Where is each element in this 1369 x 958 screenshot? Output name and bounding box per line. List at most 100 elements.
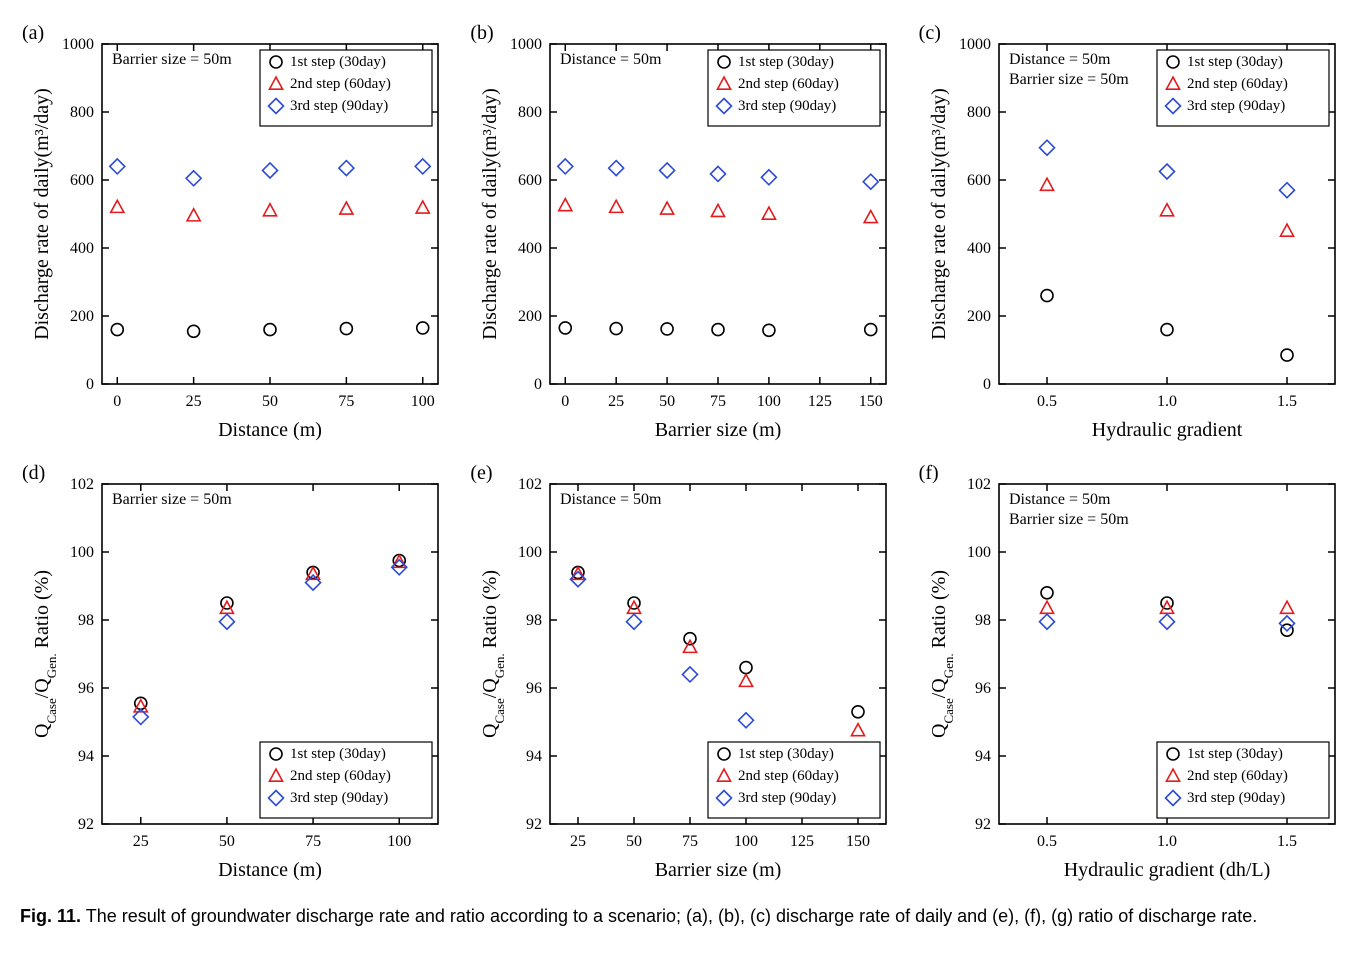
svg-text:3rd step (90day): 3rd step (90day) (738, 790, 836, 806)
svg-text:400: 400 (967, 240, 991, 257)
svg-text:150: 150 (846, 833, 870, 850)
svg-text:1.0: 1.0 (1157, 833, 1177, 850)
svg-text:0.5: 0.5 (1037, 393, 1057, 410)
svg-text:Distance = 50m: Distance = 50m (1009, 51, 1111, 68)
svg-text:125: 125 (808, 393, 832, 410)
svg-text:50: 50 (659, 393, 675, 410)
svg-text:Hydraulic gradient (dh/L): Hydraulic gradient (dh/L) (1063, 859, 1270, 881)
svg-text:Barrier size = 50m: Barrier size = 50m (1009, 71, 1129, 88)
panel-label-f: (f) (919, 462, 939, 485)
svg-text:200: 200 (518, 308, 542, 325)
svg-text:Discharge rate of daily(m³/day: Discharge rate of daily(m³/day) (479, 88, 501, 340)
svg-text:1st step (30day): 1st step (30day) (738, 54, 834, 70)
svg-text:QCase/QGen. Ratio (%): QCase/QGen. Ratio (%) (928, 570, 956, 738)
chart-d: 92949698100102255075100Distance (m)QCase… (20, 460, 450, 890)
svg-text:98: 98 (975, 612, 991, 629)
svg-text:1000: 1000 (510, 36, 542, 53)
svg-text:1000: 1000 (62, 36, 94, 53)
svg-text:200: 200 (967, 308, 991, 325)
svg-text:25: 25 (570, 833, 586, 850)
panel-b: (b) 020040060080010000255075100125150Bar… (468, 20, 900, 450)
panel-e: (e) 92949698100102255075100125150Barrier… (468, 460, 900, 890)
svg-text:1.5: 1.5 (1277, 833, 1297, 850)
svg-text:50: 50 (219, 833, 235, 850)
svg-text:600: 600 (518, 172, 542, 189)
svg-text:1.5: 1.5 (1277, 393, 1297, 410)
svg-text:94: 94 (526, 748, 542, 765)
svg-text:100: 100 (70, 544, 94, 561)
svg-text:QCase/QGen. Ratio (%): QCase/QGen. Ratio (%) (479, 570, 507, 738)
panel-a: (a) 020040060080010000255075100Distance … (20, 20, 452, 450)
svg-text:1st step (30day): 1st step (30day) (1187, 746, 1283, 762)
svg-text:2nd step (60day): 2nd step (60day) (290, 768, 391, 784)
figure-label: Fig. 11. (20, 906, 81, 926)
svg-text:Distance = 50m: Distance = 50m (560, 491, 662, 508)
svg-text:98: 98 (526, 612, 542, 629)
chart-a: 020040060080010000255075100Distance (m)D… (20, 20, 450, 450)
svg-text:96: 96 (78, 680, 94, 697)
svg-text:3rd step (90day): 3rd step (90day) (290, 98, 388, 114)
svg-text:1000: 1000 (959, 36, 991, 53)
panel-label-b: (b) (470, 22, 493, 45)
svg-text:Barrier size = 50m: Barrier size = 50m (1009, 511, 1129, 528)
svg-text:94: 94 (975, 748, 991, 765)
svg-text:102: 102 (967, 476, 991, 493)
svg-text:75: 75 (682, 833, 698, 850)
svg-text:400: 400 (518, 240, 542, 257)
svg-text:50: 50 (262, 393, 278, 410)
svg-text:800: 800 (967, 104, 991, 121)
svg-text:600: 600 (70, 172, 94, 189)
svg-text:2nd step (60day): 2nd step (60day) (738, 76, 839, 92)
svg-text:1st step (30day): 1st step (30day) (738, 746, 834, 762)
caption-text: The result of groundwater discharge rate… (86, 906, 1258, 926)
svg-text:75: 75 (338, 393, 354, 410)
panel-label-e: (e) (470, 462, 492, 485)
chart-f: 92 94 96 98 100 102 0.5 1.0 1.5 Hydraulic gradien… (917, 460, 1347, 890)
svg-text:98: 98 (78, 612, 94, 629)
panel-d: (d) 92949698100102255075100Distance (m)Q… (20, 460, 452, 890)
svg-text:Barrier size = 50m: Barrier size = 50m (112, 491, 232, 508)
svg-text:2nd step (60day): 2nd step (60day) (738, 768, 839, 784)
svg-text:3rd step (90day): 3rd step (90day) (290, 790, 388, 806)
svg-text:75: 75 (710, 393, 726, 410)
svg-text:100: 100 (967, 544, 991, 561)
svg-text:3rd step (90day): 3rd step (90day) (738, 98, 836, 114)
svg-text:25: 25 (609, 393, 625, 410)
svg-text:102: 102 (518, 476, 542, 493)
svg-text:0: 0 (983, 376, 991, 393)
svg-text:2nd step (60day): 2nd step (60day) (290, 76, 391, 92)
svg-text:94: 94 (78, 748, 94, 765)
svg-text:2nd step (60day): 2nd step (60day) (1187, 76, 1288, 92)
chart-b: 020040060080010000255075100125150Barrier… (468, 20, 898, 450)
svg-text:25: 25 (133, 833, 149, 850)
svg-text:100: 100 (757, 393, 781, 410)
chart-e: 92949698100102255075100125150Barrier siz… (468, 460, 898, 890)
svg-text:200: 200 (70, 308, 94, 325)
svg-text:1.0: 1.0 (1157, 393, 1177, 410)
svg-text:92: 92 (526, 816, 542, 833)
svg-text:0: 0 (113, 393, 121, 410)
svg-text:0: 0 (562, 393, 570, 410)
svg-text:96: 96 (526, 680, 542, 697)
svg-text:Barrier size (m): Barrier size (m) (655, 419, 782, 441)
svg-text:100: 100 (518, 544, 542, 561)
svg-text:92: 92 (975, 816, 991, 833)
svg-text:Discharge rate of daily(m³/day: Discharge rate of daily(m³/day) (31, 88, 53, 340)
svg-text:96: 96 (975, 680, 991, 697)
svg-text:800: 800 (70, 104, 94, 121)
panel-label-a: (a) (22, 22, 44, 45)
svg-text:92: 92 (78, 816, 94, 833)
svg-text:Distance = 50m: Distance = 50m (560, 51, 662, 68)
svg-text:3rd step (90day): 3rd step (90day) (1187, 790, 1285, 806)
svg-text:0.5: 0.5 (1037, 833, 1057, 850)
svg-text:QCase/QGen. Ratio (%): QCase/QGen. Ratio (%) (31, 570, 59, 738)
svg-text:3rd step (90day): 3rd step (90day) (1187, 98, 1285, 114)
svg-text:100: 100 (411, 393, 435, 410)
svg-text:1st step (30day): 1st step (30day) (290, 746, 386, 762)
panel-label-c: (c) (919, 22, 941, 45)
svg-text:Distance = 50m: Distance = 50m (1009, 491, 1111, 508)
svg-text:25: 25 (186, 393, 202, 410)
svg-text:0: 0 (534, 376, 542, 393)
svg-text:150: 150 (859, 393, 883, 410)
svg-text:Distance (m): Distance (m) (218, 859, 322, 881)
